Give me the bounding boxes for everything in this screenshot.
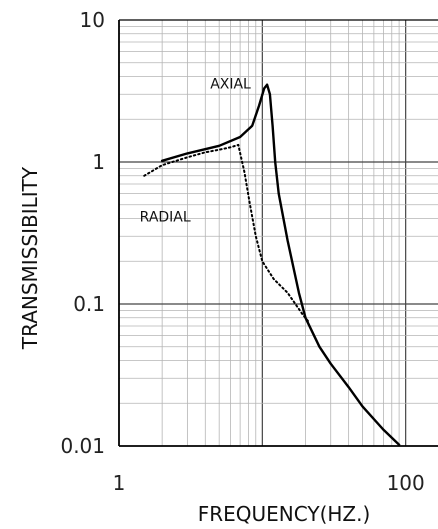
y-tick-label: 0.1 <box>73 292 105 316</box>
y-tick-label: 10 <box>80 8 105 32</box>
x-tick-label: 100 <box>387 471 425 495</box>
series-line-axial <box>160 83 401 446</box>
y-tick-label: 1 <box>92 150 105 174</box>
grid <box>119 20 438 446</box>
annotations: AXIAL RADIAL <box>140 76 251 225</box>
annotation-axial: AXIAL <box>210 76 251 92</box>
y-axis-title: TRANSMISSIBILITY <box>18 166 42 350</box>
y-tick-label: 0.01 <box>60 434 105 458</box>
tick-labels: 0.01 0.1 1 10 1 100 <box>60 8 424 495</box>
data-lines <box>143 83 401 446</box>
plot-frame <box>118 19 438 447</box>
x-axis-title: FREQUENCY(HZ.) <box>198 502 371 526</box>
series-line-radial <box>143 143 310 323</box>
annotation-radial: RADIAL <box>140 210 191 226</box>
x-tick-label: 1 <box>113 471 126 495</box>
